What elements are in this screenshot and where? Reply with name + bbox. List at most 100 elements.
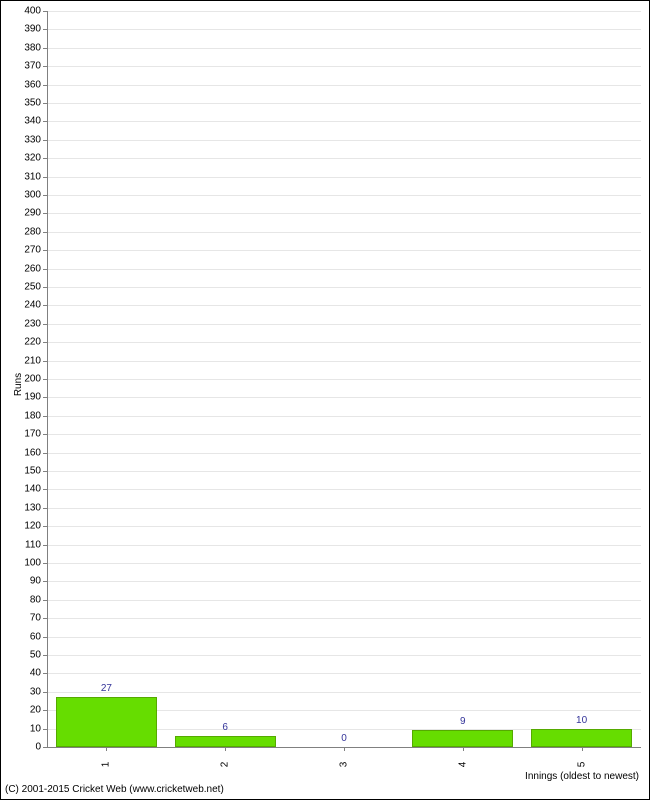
y-tick-label: 50 (1, 650, 41, 661)
gridline (47, 177, 641, 178)
gridline (47, 232, 641, 233)
plot-area (47, 11, 641, 747)
gridline (47, 29, 641, 30)
y-tick-label: 30 (1, 686, 41, 697)
gridline (47, 489, 641, 490)
gridline (47, 85, 641, 86)
y-tick-label: 350 (1, 98, 41, 109)
bar-value-label: 0 (341, 733, 347, 744)
bar (412, 730, 513, 747)
x-tick-mark (582, 747, 583, 751)
y-tick-label: 360 (1, 79, 41, 90)
gridline (47, 361, 641, 362)
y-tick-label: 270 (1, 245, 41, 256)
y-tick-label: 60 (1, 631, 41, 642)
x-tick-mark (463, 747, 464, 751)
y-tick-label: 40 (1, 668, 41, 679)
y-tick-label: 110 (1, 539, 41, 550)
y-tick-label: 280 (1, 226, 41, 237)
y-tick-label: 260 (1, 263, 41, 274)
copyright-text: (C) 2001-2015 Cricket Web (www.cricketwe… (5, 784, 224, 795)
gridline (47, 453, 641, 454)
gridline (47, 269, 641, 270)
x-tick-label: 2 (220, 755, 231, 775)
x-tick-label: 5 (576, 755, 587, 775)
gridline (47, 637, 641, 638)
y-tick-label: 180 (1, 410, 41, 421)
gridline (47, 692, 641, 693)
x-tick-mark (225, 747, 226, 751)
gridline (47, 213, 641, 214)
y-tick-label: 20 (1, 705, 41, 716)
chart-container: Runs Innings (oldest to newest) (C) 2001… (0, 0, 650, 800)
x-tick-label: 1 (101, 755, 112, 775)
gridline (47, 103, 641, 104)
x-tick-mark (344, 747, 345, 751)
gridline (47, 545, 641, 546)
bar-value-label: 6 (222, 722, 228, 733)
gridline (47, 324, 641, 325)
y-tick-label: 370 (1, 61, 41, 72)
gridline (47, 250, 641, 251)
y-tick-label: 330 (1, 134, 41, 145)
gridline (47, 342, 641, 343)
gridline (47, 305, 641, 306)
y-tick-label: 320 (1, 153, 41, 164)
gridline (47, 379, 641, 380)
y-tick-label: 200 (1, 374, 41, 385)
gridline (47, 655, 641, 656)
bar-value-label: 9 (460, 716, 466, 727)
y-tick-label: 310 (1, 171, 41, 182)
bar (56, 697, 157, 747)
y-tick-label: 230 (1, 318, 41, 329)
y-axis-line (47, 11, 48, 747)
gridline (47, 66, 641, 67)
x-tick-label: 4 (457, 755, 468, 775)
gridline (47, 416, 641, 417)
bar-value-label: 27 (101, 683, 112, 694)
y-tick-label: 150 (1, 466, 41, 477)
y-tick-label: 140 (1, 484, 41, 495)
y-tick-label: 70 (1, 613, 41, 624)
y-tick-label: 290 (1, 208, 41, 219)
gridline (47, 563, 641, 564)
gridline (47, 581, 641, 582)
x-tick-label: 3 (339, 755, 350, 775)
y-tick-label: 170 (1, 429, 41, 440)
y-tick-label: 340 (1, 116, 41, 127)
gridline (47, 121, 641, 122)
y-tick-label: 250 (1, 282, 41, 293)
gridline (47, 526, 641, 527)
y-tick-label: 400 (1, 6, 41, 17)
y-tick-label: 10 (1, 723, 41, 734)
gridline (47, 195, 641, 196)
gridline (47, 397, 641, 398)
gridline (47, 618, 641, 619)
y-tick-label: 300 (1, 190, 41, 201)
y-tick-label: 190 (1, 392, 41, 403)
y-tick-label: 210 (1, 355, 41, 366)
gridline (47, 158, 641, 159)
y-tick-label: 380 (1, 42, 41, 53)
gridline (47, 673, 641, 674)
bar (531, 729, 632, 747)
y-tick-label: 390 (1, 24, 41, 35)
gridline (47, 600, 641, 601)
gridline (47, 287, 641, 288)
gridline (47, 434, 641, 435)
gridline (47, 11, 641, 12)
gridline (47, 48, 641, 49)
y-tick-label: 240 (1, 300, 41, 311)
y-tick-label: 130 (1, 502, 41, 513)
bar (175, 736, 276, 747)
y-tick-label: 220 (1, 337, 41, 348)
y-tick-label: 160 (1, 447, 41, 458)
y-tick-label: 100 (1, 558, 41, 569)
y-tick-label: 120 (1, 521, 41, 532)
y-tick-label: 0 (1, 742, 41, 753)
gridline (47, 471, 641, 472)
gridline (47, 140, 641, 141)
bar-value-label: 10 (576, 715, 587, 726)
gridline (47, 508, 641, 509)
y-tick-label: 90 (1, 576, 41, 587)
